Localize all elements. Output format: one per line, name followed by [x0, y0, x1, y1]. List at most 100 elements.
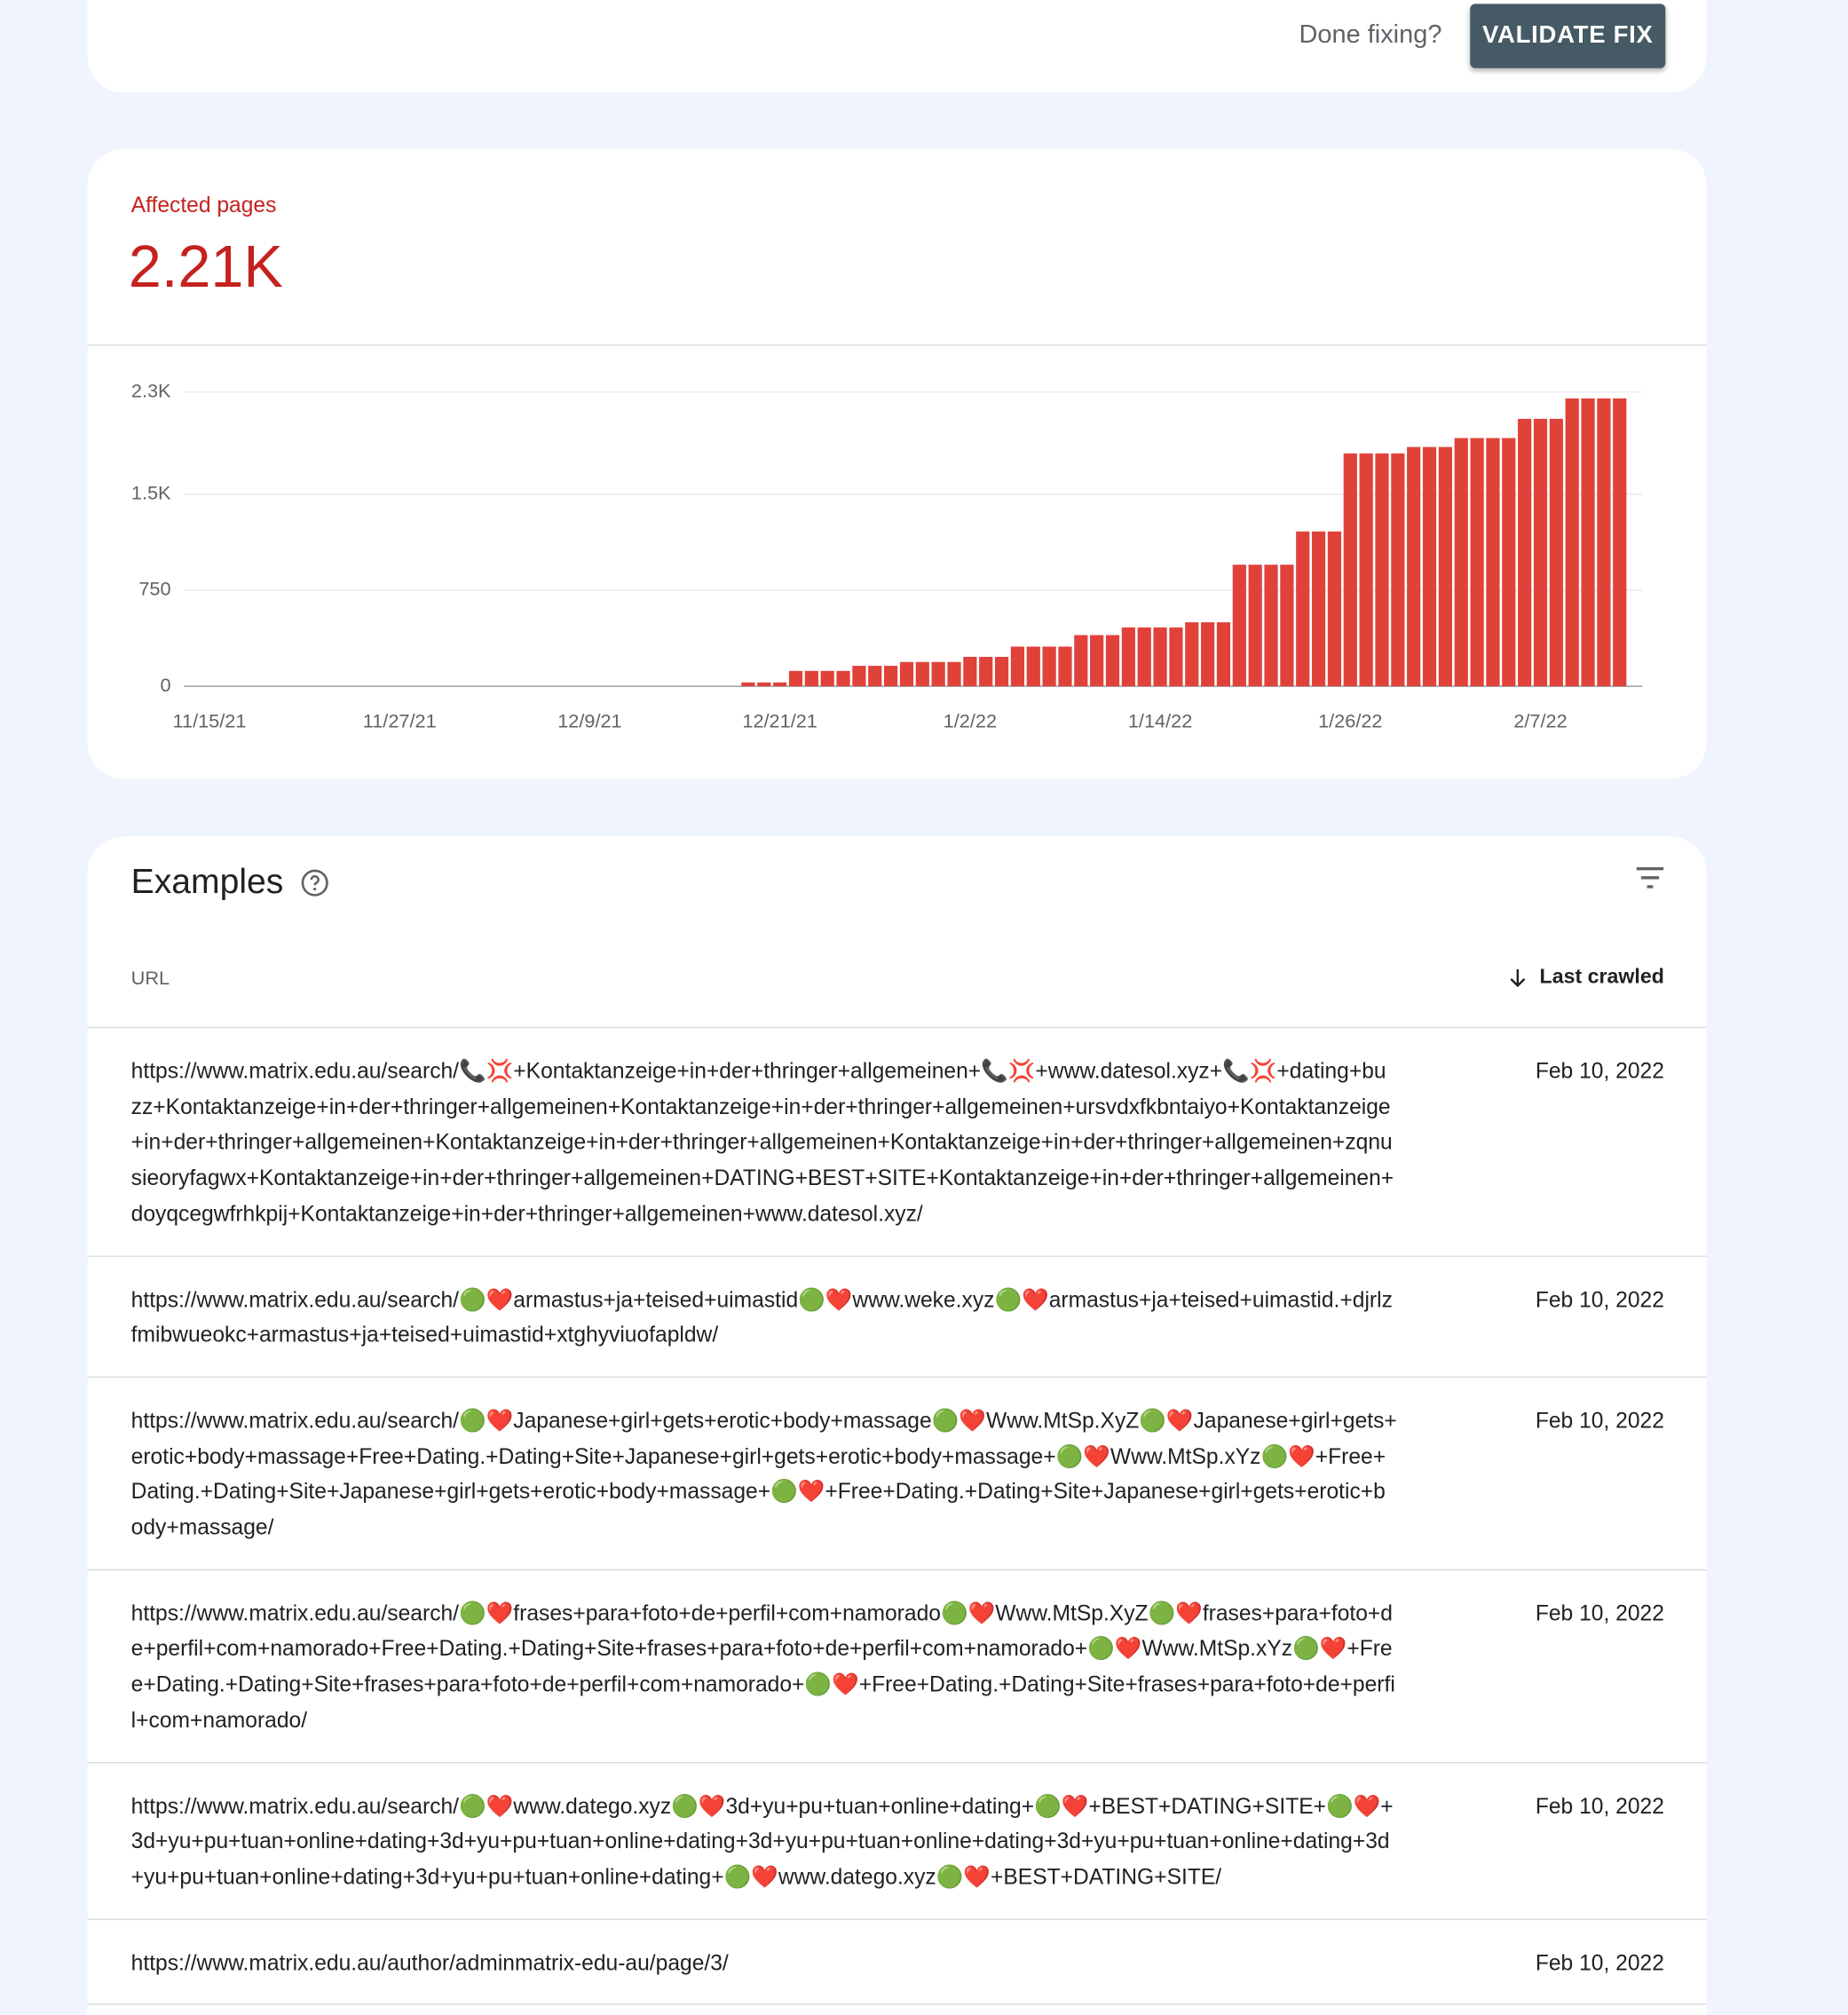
bar: [1486, 438, 1500, 687]
bar: [1010, 646, 1025, 687]
bar: [883, 666, 898, 687]
action-card: Done fixing? VALIDATE FIX: [87, 0, 1707, 93]
x-tick-label: 11/27/21: [363, 709, 437, 731]
bar: [1026, 646, 1040, 687]
bar: [1581, 398, 1595, 687]
bar: [1153, 627, 1167, 687]
divider: [87, 344, 1707, 346]
filter-icon[interactable]: [1632, 860, 1669, 897]
url-cell: https://www.matrix.edu.au/search/📞💢+Kont…: [130, 1058, 1394, 1226]
table-body: https://www.matrix.edu.au/search/📞💢+Kont…: [87, 1028, 1707, 2006]
examples-title: Examples: [130, 862, 284, 901]
sort-header[interactable]: Last crawled: [1506, 967, 1664, 990]
bar: [1375, 453, 1389, 687]
bar: [1248, 565, 1262, 687]
bar: [1391, 453, 1405, 687]
bar: [868, 666, 882, 687]
bar: [899, 661, 914, 687]
examples-card: Examples URL Last crawled https://www.ma…: [87, 836, 1707, 2015]
url-cell: https://www.matrix.edu.au/search/🟢❤️arma…: [130, 1286, 1393, 1347]
bar: [852, 666, 866, 687]
bar: [741, 682, 755, 687]
date-cell: Feb 10, 2022: [1535, 1058, 1664, 1084]
x-tick-label: 12/9/21: [557, 709, 621, 731]
bar: [820, 670, 834, 687]
url-cell: https://www.matrix.edu.au/search/🟢❤️Japa…: [130, 1408, 1397, 1540]
bar: [1201, 622, 1215, 687]
bar: [1565, 398, 1579, 687]
bar: [947, 661, 961, 687]
table-row[interactable]: https://www.matrix.edu.au/search/🟢❤️Japa…: [87, 1378, 1707, 1570]
bar: [1137, 627, 1151, 687]
x-tick-label: 1/14/22: [1128, 709, 1192, 731]
prompt: Done fixing?: [1299, 20, 1442, 50]
bar: [1343, 453, 1357, 687]
summary-value: 2.21K: [128, 233, 283, 300]
bar: [1502, 438, 1516, 687]
column-header: Last crawled: [1539, 966, 1664, 989]
url-cell: https://www.matrix.edu.au/author/adminma…: [130, 1950, 729, 1975]
table-row[interactable]: https://www.matrix.edu.au/search/📞💢+Kont…: [87, 1028, 1707, 1257]
help-icon[interactable]: [299, 867, 330, 898]
table-row[interactable]: https://www.matrix.edu.au/search/🟢❤️arma…: [87, 1256, 1707, 1378]
x-tick-label: 1/2/22: [944, 709, 997, 731]
date-cell: Feb 10, 2022: [1535, 1950, 1664, 1975]
bar: [1454, 438, 1468, 687]
y-tick-label: 0: [160, 674, 170, 696]
bar: [1533, 418, 1548, 687]
bar: [963, 656, 977, 687]
bar: [1074, 635, 1088, 687]
bar: [773, 682, 787, 687]
bar: [1058, 646, 1072, 687]
validate-button[interactable]: VALIDATE FIX: [1470, 4, 1666, 68]
bar: [1549, 418, 1563, 687]
bar: [804, 670, 818, 687]
bar: [1470, 438, 1484, 687]
bar: [1105, 635, 1120, 687]
bar: [1438, 446, 1452, 687]
x-tick-label: 1/26/22: [1318, 709, 1382, 731]
bar: [1280, 565, 1294, 687]
x-tick-label: 12/21/21: [742, 709, 817, 731]
date-cell: Feb 10, 2022: [1535, 1793, 1664, 1818]
bar: [1232, 565, 1246, 687]
table-header: URL Last crawled: [87, 950, 1707, 1029]
bar: [1216, 622, 1231, 687]
x-tick-label: 2/7/22: [1513, 709, 1567, 731]
y-tick-label: 750: [138, 578, 170, 600]
bar: [1327, 531, 1342, 687]
date-cell: Feb 10, 2022: [1535, 1600, 1664, 1626]
bar: [979, 656, 993, 687]
x-tick-label: 11/15/21: [173, 709, 247, 731]
bar: [1311, 531, 1326, 687]
bar: [1613, 398, 1627, 687]
bar: [1422, 446, 1437, 687]
y-tick-label: 1.5K: [131, 482, 171, 504]
table-row[interactable]: https://www.matrix.edu.au/author/adminma…: [87, 1920, 1707, 2006]
date-cell: Feb 10, 2022: [1535, 1408, 1664, 1434]
bar: [915, 661, 929, 687]
bar: [1169, 627, 1183, 687]
url-cell: https://www.matrix.edu.au/search/🟢❤️fras…: [130, 1600, 1395, 1733]
y-tick-label: 2.3K: [131, 379, 171, 401]
bar: [1407, 446, 1421, 687]
bar: [836, 670, 850, 687]
bar: [1518, 418, 1532, 687]
summary-card: Affected pages 2.21K 0 750 1.5K 2.3K 11/15/2…: [87, 148, 1707, 779]
bar: [1185, 622, 1199, 687]
bar: [931, 661, 945, 687]
table-row[interactable]: https://www.matrix.edu.au/search/🟢❤️www.…: [87, 1763, 1707, 1920]
sort-arrow: [1510, 969, 1526, 988]
chart: 0 750 1.5K 2.3K 11/15/21 11/27/21 12/9/21 12/21…: [131, 379, 1643, 731]
bar: [757, 682, 771, 687]
bar: [1597, 398, 1611, 687]
column-header: URL: [130, 968, 170, 990]
table-row[interactable]: https://www.matrix.edu.au/search/🟢❤️fras…: [87, 1570, 1707, 1763]
bar: [994, 656, 1009, 687]
bar: [1296, 531, 1310, 687]
bar: [1359, 453, 1373, 687]
bar: [788, 670, 803, 687]
bar: [1121, 627, 1135, 687]
